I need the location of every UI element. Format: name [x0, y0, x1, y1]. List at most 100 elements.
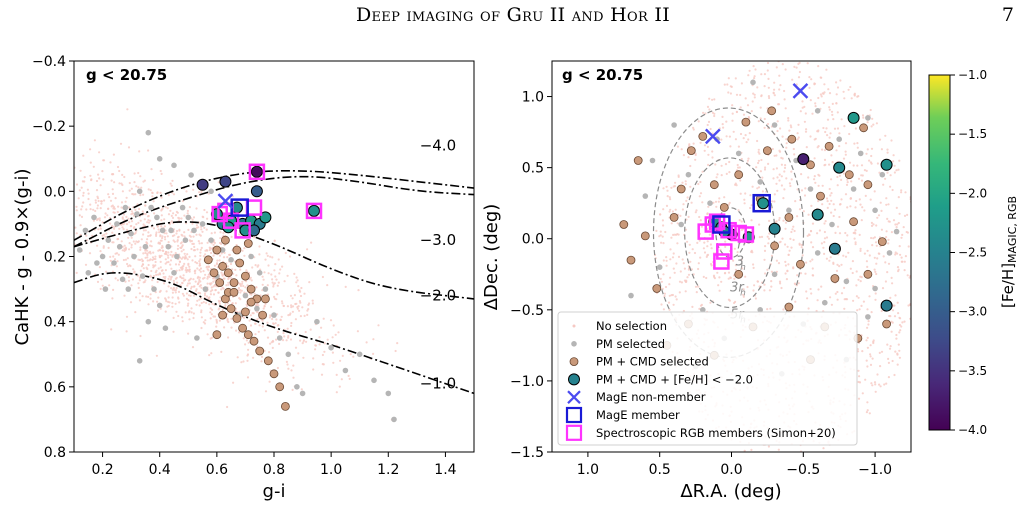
no-selection-point — [132, 268, 135, 271]
no-selection-point — [194, 272, 197, 275]
pm-selected-point — [136, 188, 143, 195]
no-selection-point — [825, 68, 828, 71]
no-selection-point — [134, 311, 137, 314]
no-selection-point — [174, 289, 177, 292]
no-selection-point — [108, 196, 111, 199]
no-selection-point — [895, 206, 898, 209]
no-selection-point — [207, 265, 210, 268]
no-selection-point — [198, 242, 201, 245]
no-selection-point — [135, 185, 138, 188]
no-selection-point — [839, 203, 842, 206]
no-selection-point — [86, 239, 89, 242]
no-selection-point — [190, 239, 193, 243]
pm-selected-point — [254, 305, 260, 312]
no-selection-point — [277, 281, 280, 284]
no-selection-point — [146, 238, 149, 241]
pm-selected-point — [865, 314, 871, 320]
no-selection-point — [676, 242, 679, 245]
no-selection-point — [188, 318, 191, 321]
no-selection-point — [183, 231, 186, 234]
no-selection-point — [149, 234, 152, 237]
no-selection-point — [662, 308, 666, 311]
pm-selected-point — [145, 318, 152, 325]
no-selection-point — [854, 127, 858, 130]
no-selection-point — [718, 197, 721, 200]
pm-cmd-point — [238, 323, 248, 333]
no-selection-point — [728, 135, 732, 138]
no-selection-point — [717, 200, 720, 203]
no-selection-point — [202, 277, 205, 280]
no-selection-point — [711, 150, 714, 153]
no-selection-point — [260, 360, 263, 363]
no-selection-point — [830, 178, 833, 181]
no-selection-point — [269, 314, 272, 317]
no-selection-point — [842, 90, 845, 93]
no-selection-point — [286, 363, 289, 366]
no-selection-point — [170, 287, 173, 290]
no-selection-point — [665, 264, 668, 267]
no-selection-point — [824, 163, 827, 166]
no-selection-point — [156, 191, 159, 194]
no-selection-point — [723, 83, 726, 86]
pm-selected-point — [182, 237, 189, 243]
no-selection-point — [241, 282, 244, 285]
no-selection-point — [846, 234, 849, 237]
no-selection-point — [170, 276, 173, 279]
pm-selected-point — [116, 243, 123, 250]
no-selection-point — [198, 233, 201, 236]
no-selection-point — [866, 336, 869, 339]
no-selection-point — [870, 311, 873, 314]
no-selection-point — [690, 268, 694, 271]
no-selection-point — [875, 244, 878, 247]
no-selection-point — [166, 254, 170, 257]
no-selection-point — [147, 188, 150, 191]
no-selection-point — [826, 134, 829, 137]
no-selection-point — [880, 148, 884, 151]
no-selection-point — [823, 237, 827, 240]
no-selection-point — [276, 366, 279, 370]
pm-selected-point — [139, 273, 146, 279]
no-selection-point — [866, 401, 869, 404]
no-selection-point — [770, 285, 773, 288]
pm-cmd-point — [232, 313, 242, 323]
no-selection-point — [733, 277, 736, 280]
no-selection-point — [809, 260, 812, 263]
no-selection-point — [200, 301, 203, 305]
no-selection-point — [164, 258, 167, 261]
no-selection-point — [878, 383, 881, 386]
no-selection-point — [275, 278, 278, 281]
no-selection-point — [284, 251, 287, 255]
no-selection-point — [165, 250, 168, 254]
pm-cmd-point — [212, 330, 222, 340]
no-selection-point — [222, 256, 226, 259]
feh-point — [833, 161, 846, 174]
no-selection-point — [155, 231, 158, 234]
no-selection-point — [899, 253, 902, 256]
no-selection-point — [852, 299, 855, 302]
no-selection-point — [904, 255, 908, 258]
no-selection-point — [100, 202, 103, 205]
no-selection-point — [272, 322, 275, 325]
no-selection-point — [206, 241, 209, 244]
no-selection-point — [806, 297, 809, 300]
feh-point — [196, 178, 209, 191]
no-selection-point — [147, 149, 150, 152]
no-selection-point — [839, 79, 842, 82]
pm-selected-point — [122, 204, 129, 211]
no-selection-point — [156, 300, 159, 303]
no-selection-point — [186, 253, 189, 256]
no-selection-point — [204, 249, 207, 252]
no-selection-point — [270, 305, 273, 308]
no-selection-point — [786, 58, 788, 60]
no-selection-point — [900, 256, 903, 259]
no-selection-point — [113, 207, 116, 210]
no-selection-point — [160, 254, 163, 257]
no-selection-point — [301, 306, 304, 309]
no-selection-point — [125, 196, 128, 199]
no-selection-point — [793, 65, 796, 68]
no-selection-point — [126, 262, 129, 266]
no-selection-point — [783, 89, 786, 93]
no-selection-point — [187, 332, 190, 335]
pm-cmd-point — [280, 401, 290, 411]
pm-cmd-point — [816, 191, 825, 201]
